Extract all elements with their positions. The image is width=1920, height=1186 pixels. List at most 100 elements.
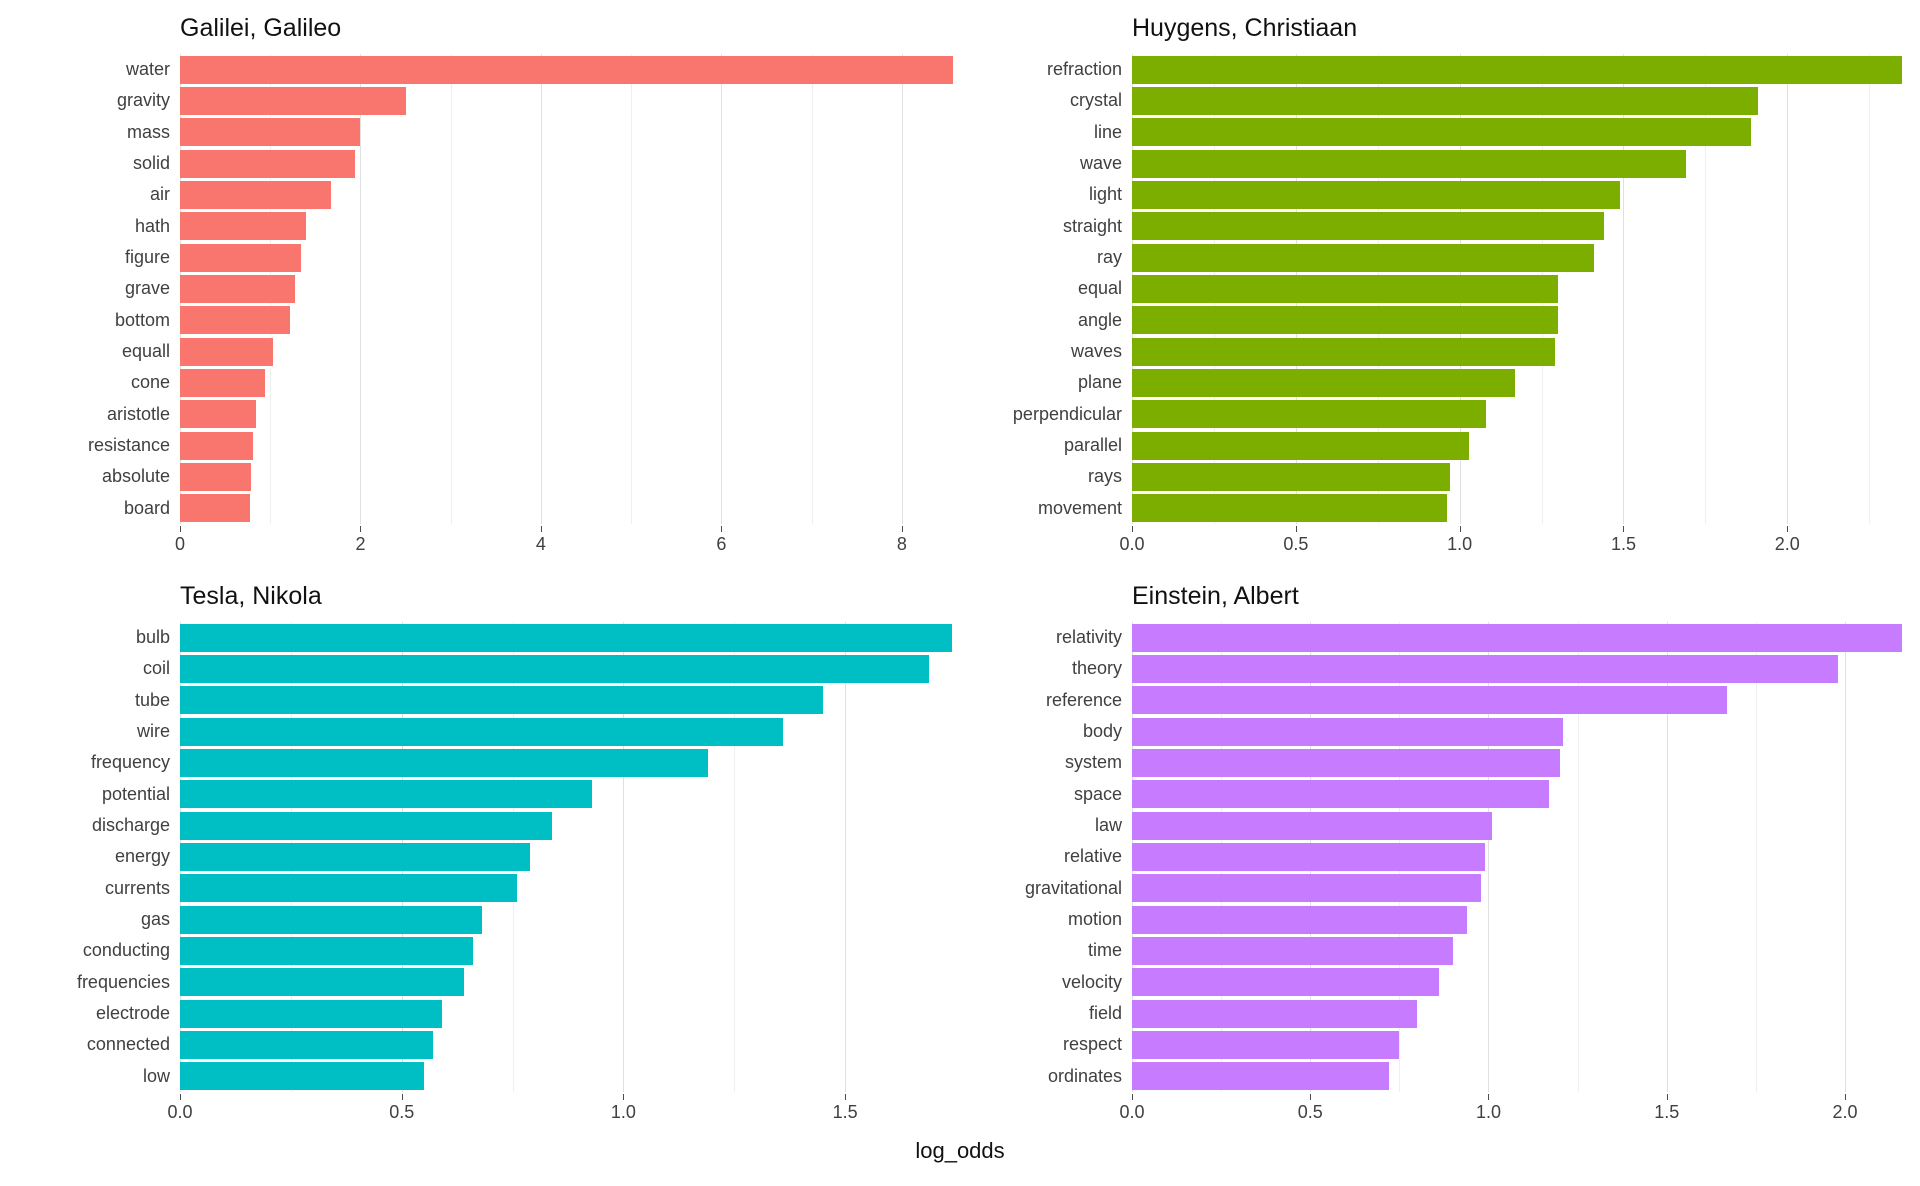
x-tick-mark [180,526,181,532]
bar [1132,368,1516,397]
gridline-major [1844,622,1846,1092]
y-axis-label: line [1093,121,1122,142]
bar-row [1132,85,1902,116]
y-axis-label: currents [104,877,170,898]
y-axis-label: energy [114,846,170,867]
x-tick-label: 0.5 [1297,1102,1323,1122]
bar-panel [180,54,956,524]
y-axis-label: water [125,59,170,80]
bar-panel [180,622,956,1092]
y-axis-label: law [1094,815,1122,836]
y-axis-label: air [149,184,170,205]
x-tick-mark [623,1094,625,1100]
x-tick-mark [1488,1094,1490,1100]
bar [1132,686,1728,715]
bar-row [180,461,956,492]
y-axis-label: plane [1077,372,1122,393]
gridline-minor [1705,54,1707,524]
bar [1132,968,1439,997]
y-axis-label: theory [1071,658,1122,679]
bar-row [1132,716,1902,747]
bars [180,54,956,524]
y-axis-label: frequency [90,752,170,773]
y-axis-label: equall [121,341,170,362]
bar-row [180,242,956,273]
gridline-major [1488,622,1490,1092]
x-tick-label: 6 [716,534,727,554]
y-axis-label: figure [124,247,170,268]
y-axis-label: motion [1067,909,1122,930]
y-axis-label: parallel [1063,435,1122,456]
bar [1132,118,1752,147]
gridline-major [623,622,625,1092]
bar [1132,55,1902,84]
x-tick-mark [1844,1094,1846,1100]
bar [180,180,331,209]
y-axis-label: light [1088,184,1122,205]
bar-row [1132,117,1902,148]
y-axis-label: wave [1079,153,1122,174]
bar-row [1132,54,1902,85]
y-axis-labels: water gravity mass solid air hath figure grave b… [0,54,180,524]
y-axis-label: solid [132,153,170,174]
x-tick-label: 0.5 [1283,534,1309,554]
x-tick-mark [1459,526,1461,532]
bar-row [180,430,956,461]
bar [180,1030,433,1059]
y-axis-label: bulb [135,627,170,648]
bar [180,654,930,683]
gridline-minor [1869,54,1871,524]
x-tick-label: 1.5 [1654,1102,1680,1122]
y-axis-label: movement [1037,497,1122,518]
x-tick-label: 0.5 [389,1102,415,1122]
bar-row [1132,242,1902,273]
bar-row [1132,622,1902,653]
x-tick-label: 2 [355,534,366,554]
y-axis-label: respect [1062,1034,1122,1055]
bar-row [1132,461,1902,492]
bar [1132,494,1447,523]
bars [180,622,956,1092]
x-tick-mark [1623,526,1625,532]
bar [180,623,952,652]
y-axis-label: waves [1070,341,1122,362]
bar [1132,654,1838,683]
y-axis-label: mass [126,121,170,142]
bar [180,149,356,178]
y-axis-label: low [142,1065,170,1086]
bar [180,86,406,115]
bar-row [1132,336,1902,367]
bar-row [1132,1029,1902,1060]
gridline-major [540,54,542,524]
bar [1132,274,1558,303]
y-axis-label: grave [124,278,170,299]
bar-row [1132,810,1902,841]
bar [180,811,553,840]
y-axis-label: potential [101,783,170,804]
bar [180,905,482,934]
gridline-minor [1755,622,1757,1092]
y-axis-label: gravity [116,90,170,111]
bar-row [1132,904,1902,935]
gridline-major [901,54,903,524]
facet-tesla-nikola: Tesla, Nikola bulb coil tube wire frequency p… [0,568,960,1136]
y-axis-label: field [1088,1003,1122,1024]
y-axis-label: angle [1077,309,1122,330]
bar-row [1132,747,1902,778]
bar-row [180,653,956,684]
x-tick-label: 2.0 [1774,534,1800,554]
bar [1132,431,1470,460]
bar-row [1132,935,1902,966]
facet-galilei-galileo: Galilei, Galileo water gravity mass solid ai… [0,0,960,568]
x-tick-mark [1132,526,1133,532]
bar [1132,905,1468,934]
bar-row [180,54,956,85]
facet-body: water gravity mass solid air hath figure grave b… [0,54,956,524]
bar-row [1132,779,1902,810]
bar-row [180,211,956,242]
y-axis-labels: relativity theory reference body system space… [962,622,1132,1092]
bar [1132,212,1604,241]
bar [1132,874,1482,903]
bar-row [180,622,956,653]
